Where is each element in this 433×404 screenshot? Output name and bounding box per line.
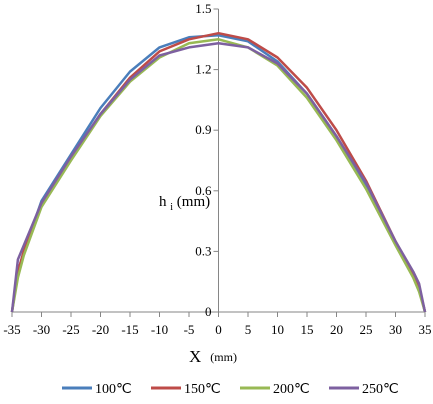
x-tick-label: -35 xyxy=(3,322,20,337)
legend-item-2: 200℃ xyxy=(240,382,310,397)
y-tick-label: 0.3 xyxy=(195,243,211,258)
y-tick-label: 1.5 xyxy=(195,1,211,16)
x-tick-label: -15 xyxy=(121,322,138,337)
series-line-3 xyxy=(10,42,427,313)
legend-label: 100℃ xyxy=(95,382,132,397)
x-tick-label: 35 xyxy=(419,322,432,337)
x-tick-label: 15 xyxy=(301,322,314,337)
x-axis-label: X (mm) xyxy=(189,347,237,366)
series-line-2 xyxy=(10,38,427,313)
y-axis-label: h i (mm) xyxy=(159,194,210,214)
x-tick-label: 20 xyxy=(330,322,343,337)
legend-label: 200℃ xyxy=(273,382,310,397)
plot-area: -35 -30 -25 -20 -15 -10 -5 0 5 10 15 20 25 30 35 00.30… xyxy=(3,1,431,337)
y-axis-label-main: h xyxy=(159,194,167,210)
x-tick-label: 25 xyxy=(360,322,373,337)
legend: 100℃ 150℃ 200℃ 250℃ xyxy=(62,382,399,397)
y-axis-label-unit: (mm) xyxy=(177,194,210,210)
x-tick-label: -25 xyxy=(62,322,79,337)
x-tick-label: -5 xyxy=(184,322,195,337)
series-group xyxy=(10,31,427,313)
x-tick-label: -20 xyxy=(92,322,109,337)
y-tick-label: 0 xyxy=(205,304,212,319)
y-tick-label: 0.6 xyxy=(195,183,212,198)
y-tick-label: 0.9 xyxy=(195,122,211,137)
x-tick-label: 5 xyxy=(245,322,252,337)
y-ticks: 0 0.3 0.6 0.9 1.2 1.5 xyxy=(195,1,219,319)
legend-item-3: 250℃ xyxy=(329,382,399,397)
y-axis-label-sub: i xyxy=(170,202,173,213)
x-tick-label: -10 xyxy=(151,322,168,337)
legend-label: 150℃ xyxy=(184,382,221,397)
legend-item-0: 100℃ xyxy=(62,382,132,397)
x-axis-label-main: X xyxy=(189,347,201,366)
legend-label: 250℃ xyxy=(362,382,399,397)
x-axis-label-unit: (mm) xyxy=(210,350,237,364)
x-tick-label: -30 xyxy=(33,322,50,337)
x-ticks: -35 -30 -25 -20 -15 -10 -5 0 5 10 15 20 25 30 35 xyxy=(3,312,432,337)
x-tick-label: 30 xyxy=(389,322,402,337)
y-tick-label: 1.2 xyxy=(195,62,211,77)
x-tick-label: 0 xyxy=(215,322,222,337)
legend-item-1: 150℃ xyxy=(151,382,221,397)
x-tick-label: 10 xyxy=(271,322,284,337)
